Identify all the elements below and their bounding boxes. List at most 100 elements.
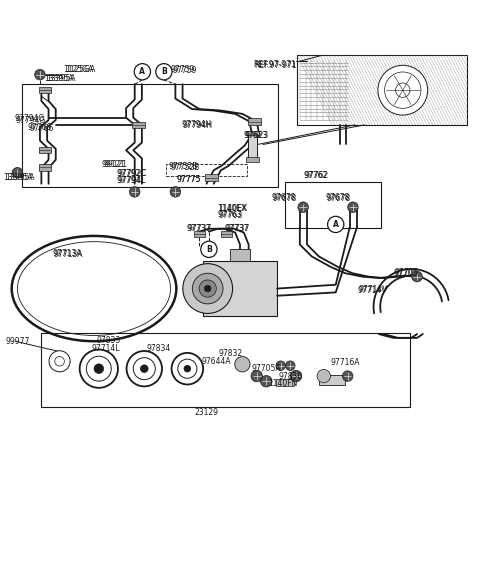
Text: 97792C: 97792C — [118, 169, 147, 178]
Text: 97623: 97623 — [245, 132, 269, 140]
Text: 1140EX: 1140EX — [217, 204, 246, 213]
Text: 97792C: 97792C — [117, 169, 146, 177]
Text: 99121: 99121 — [104, 160, 128, 169]
Text: 13395A: 13395A — [3, 173, 33, 182]
Bar — [22, 84, 278, 187]
Circle shape — [12, 168, 23, 178]
Text: 97759: 97759 — [173, 66, 197, 75]
Circle shape — [235, 357, 250, 372]
Circle shape — [184, 365, 191, 372]
Text: 97737: 97737 — [186, 224, 211, 233]
Bar — [39, 87, 51, 93]
Circle shape — [276, 361, 286, 371]
Bar — [166, 164, 247, 176]
Text: 97794G: 97794G — [14, 114, 44, 123]
Text: 97716A: 97716A — [331, 358, 360, 367]
Circle shape — [342, 371, 353, 382]
Text: 97678: 97678 — [271, 193, 295, 202]
Text: 97763: 97763 — [218, 211, 243, 220]
Circle shape — [201, 241, 217, 258]
Text: 97737: 97737 — [187, 224, 212, 233]
Circle shape — [134, 64, 151, 80]
Bar — [319, 375, 345, 385]
Text: 97714V: 97714V — [359, 285, 388, 295]
Text: 23129: 23129 — [194, 408, 218, 416]
Text: 13395A: 13395A — [5, 173, 35, 182]
Text: 97794L: 97794L — [117, 176, 145, 185]
Text: 97832: 97832 — [218, 349, 242, 358]
Circle shape — [199, 280, 216, 297]
Bar — [193, 231, 205, 237]
Circle shape — [290, 371, 302, 382]
Text: REF.97-971: REF.97-971 — [253, 60, 296, 68]
Text: 97833: 97833 — [96, 336, 120, 345]
Circle shape — [127, 351, 162, 386]
Circle shape — [192, 273, 223, 304]
Circle shape — [348, 202, 358, 212]
Circle shape — [286, 361, 295, 371]
Circle shape — [396, 83, 410, 97]
Circle shape — [170, 187, 180, 197]
Circle shape — [55, 357, 64, 366]
Bar — [286, 182, 381, 228]
Text: 97705A: 97705A — [252, 364, 282, 374]
Text: 97752B: 97752B — [168, 162, 198, 172]
Bar — [248, 133, 257, 160]
Text: 97762: 97762 — [305, 171, 329, 180]
Text: 97713A: 97713A — [52, 249, 82, 258]
Text: B: B — [206, 245, 212, 254]
Text: 97794G: 97794G — [15, 115, 45, 125]
Text: 97678: 97678 — [273, 194, 297, 202]
Text: 97752B: 97752B — [170, 164, 200, 172]
Bar — [221, 231, 232, 237]
Circle shape — [86, 356, 111, 381]
Circle shape — [261, 376, 272, 387]
Bar — [298, 56, 468, 125]
Text: 97794L: 97794L — [118, 176, 146, 186]
Circle shape — [94, 364, 104, 374]
Circle shape — [327, 216, 344, 233]
Text: 97678: 97678 — [325, 193, 349, 202]
Text: 97834: 97834 — [147, 344, 171, 353]
Circle shape — [49, 351, 70, 372]
Text: 97766: 97766 — [27, 123, 51, 132]
Circle shape — [183, 264, 233, 313]
Bar — [205, 175, 217, 180]
Bar — [41, 333, 410, 407]
Circle shape — [384, 72, 421, 108]
Text: 1125GA: 1125GA — [63, 65, 93, 74]
Text: 97763: 97763 — [217, 211, 241, 219]
Circle shape — [298, 202, 309, 212]
Text: 97737: 97737 — [225, 224, 249, 233]
Bar — [39, 147, 51, 153]
Text: 97775: 97775 — [177, 175, 201, 184]
Text: 97759: 97759 — [170, 66, 195, 74]
Text: 97623: 97623 — [244, 131, 268, 140]
Circle shape — [35, 70, 45, 80]
Text: 97775: 97775 — [176, 175, 201, 184]
Circle shape — [130, 187, 140, 197]
Circle shape — [317, 369, 330, 383]
Circle shape — [251, 371, 263, 382]
Text: 13395A: 13395A — [44, 74, 73, 83]
Text: 97713A: 97713A — [53, 249, 83, 259]
Bar — [276, 379, 294, 386]
Text: 1140EX: 1140EX — [218, 204, 248, 213]
Circle shape — [80, 350, 118, 388]
Text: 1125GA: 1125GA — [65, 66, 96, 74]
Circle shape — [412, 271, 422, 282]
Bar — [246, 130, 259, 135]
Text: 1140FN: 1140FN — [268, 379, 297, 388]
Circle shape — [156, 64, 172, 80]
Circle shape — [141, 365, 148, 372]
Text: 97705: 97705 — [394, 268, 419, 277]
Bar — [230, 249, 250, 261]
Circle shape — [178, 359, 197, 378]
Text: 97644A: 97644A — [202, 357, 231, 367]
Text: 13395A: 13395A — [46, 74, 76, 83]
Circle shape — [171, 353, 203, 385]
Text: A: A — [139, 67, 145, 76]
Text: 97714L: 97714L — [92, 344, 120, 353]
Circle shape — [204, 285, 211, 292]
Bar — [39, 164, 51, 171]
